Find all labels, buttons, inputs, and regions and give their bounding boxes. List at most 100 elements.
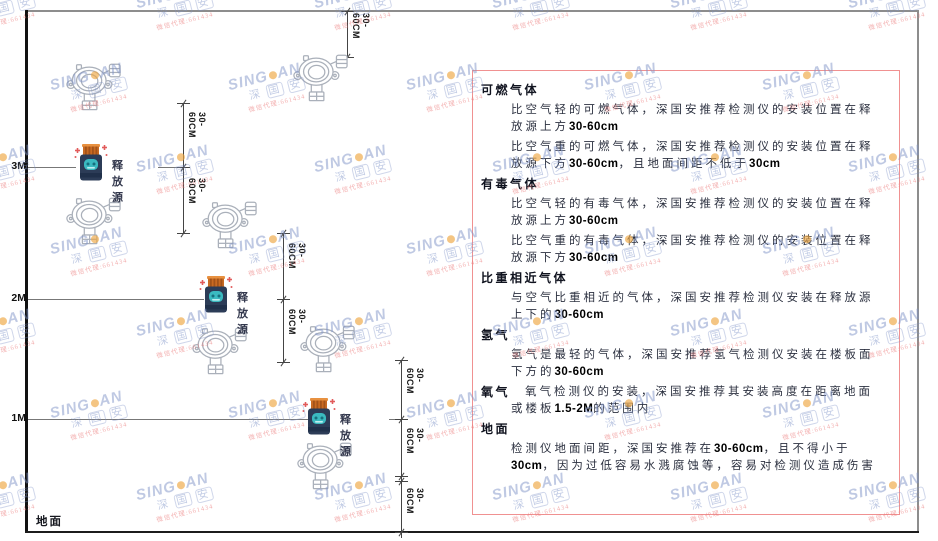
ground-label: 地面 — [36, 516, 63, 528]
panel-section: 氢气 氢气是最轻的气体，深国安推荐氢气检测仪安装在楼板面下方的30-60cm — [481, 327, 887, 381]
height-level-line — [28, 299, 204, 300]
right-frame-line — [917, 10, 919, 533]
gas-detector-icon — [291, 50, 349, 103]
watermark-agent-text: 微信代理:661434 — [155, 175, 215, 197]
watermark-dot-icon — [89, 398, 100, 409]
watermark-cn-text: 深 国 安 — [333, 156, 392, 185]
watermark-cn-text: 深 国 安 — [0, 484, 36, 513]
dimension-label: 30-60CM — [287, 309, 307, 336]
release-source-icon — [301, 397, 337, 439]
label-connector-line — [158, 167, 184, 168]
watermark-dot-icon — [175, 480, 186, 491]
release-source-icon — [73, 143, 109, 185]
watermark-agent-text: 微信代理:661434 — [0, 339, 37, 361]
release-source-label: 释放源 — [112, 160, 127, 204]
panel-section-title: 氢气 — [481, 328, 511, 342]
panel-paragraph: 比空气轻的可燃气体，深国安推荐检测仪的安装位置在释放源上方30-60cm — [511, 104, 874, 133]
watermark-cn-text: 深 国 安 — [247, 402, 306, 431]
panel-section: 氧气 氧气检测仪的安装，深国安推荐其安装高度在距离地面或楼板1.5-2M的范围内 — [481, 384, 887, 418]
panel-section: 比重相近气体与空气比重相近的气体，深国安推荐检测仪安装在释放源上下的30-60c… — [481, 270, 887, 324]
ceiling-line — [25, 10, 919, 12]
panel-paragraph: 比空气重的可燃气体，深国安推荐检测仪的安装位置在释放源下方30-60cm，且地面… — [511, 141, 874, 170]
panel-section: 有毒气体比空气轻的有毒气体，深国安推荐检测仪的安装位置在释放源上方30-60cm… — [481, 176, 887, 267]
wall-line — [25, 10, 28, 533]
watermark-dot-icon — [445, 398, 456, 409]
panel-paragraph: 比空气重的有毒气体，深国安推荐检测仪的安装位置在释放源下方30-60cm — [511, 235, 874, 264]
watermark-dot-icon — [353, 152, 364, 163]
watermark-dot-icon — [267, 398, 278, 409]
panel-section-title: 地面 — [481, 422, 511, 436]
panel-section-title: 氧气 — [481, 385, 511, 399]
watermark-agent-text: 微信代理:661434 — [333, 175, 393, 197]
watermark-cn-text: 深 国 安 — [69, 402, 128, 431]
watermark-agent-text: 微信代理:661434 — [0, 175, 37, 197]
panel-section: 地面 检测仪地面间距，深国安推荐在30-60cm，且不得小于30cm，因为过低容易… — [481, 421, 887, 475]
dimension-label: 30-60CM — [405, 428, 425, 455]
panel-paragraph: 氧气检测仪的安装，深国安推荐其安装高度在距离地面或楼板1.5-2M的范围内 — [511, 386, 873, 415]
height-marker-2m: 2M — [11, 292, 26, 304]
panel-paragraph: 与空气比重相近的气体，深国安推荐检测仪安装在释放源上下的30-60cm — [511, 292, 874, 321]
watermark-agent-text: 微信代理:661434 — [69, 421, 129, 443]
watermark-dot-icon — [175, 316, 186, 327]
release-source-label: 释放源 — [340, 414, 355, 458]
height-marker-3m: 3M — [11, 160, 26, 172]
watermark-cn-text: 深 国 安 — [0, 320, 36, 349]
watermark-agent-text: 微信代理:661434 — [155, 503, 215, 525]
panel-section-title: 比重相近气体 — [481, 271, 569, 285]
dimension-label: 30-60CM — [187, 178, 207, 205]
dimension-label: 30-60CM — [351, 13, 371, 40]
watermark-dot-icon — [445, 70, 456, 81]
gas-detector-icon — [200, 197, 258, 250]
dimension-label: 30-60CM — [405, 488, 425, 515]
dimension-line — [347, 11, 348, 57]
panel-section-title: 有毒气体 — [481, 177, 540, 191]
dimension-line — [401, 360, 402, 538]
panel-paragraph: 检测仪地面间距，深国安推荐在30-60cm，且不得小于30cm，因为过低容易水溅… — [511, 443, 876, 472]
installation-guideline-panel: 可燃气体比空气轻的可燃气体，深国安推荐检测仪的安装位置在释放源上方30-60cm… — [472, 70, 900, 515]
watermark-dot-icon — [445, 234, 456, 245]
watermark-cn-text: 深 国 安 — [155, 484, 214, 513]
watermark-dot-icon — [353, 480, 364, 491]
release-source-label: 释放源 — [237, 292, 252, 336]
dimension-label: 30-60CM — [405, 368, 425, 395]
height-level-line — [28, 419, 308, 420]
watermark-dot-icon — [267, 234, 278, 245]
height-marker-1m: 1M — [11, 412, 26, 424]
panel-paragraph: 比空气轻的有毒气体，深国安推荐检测仪的安装位置在释放源上方30-60cm — [511, 198, 874, 227]
gas-detector-icon — [298, 321, 356, 374]
ground-line — [25, 531, 919, 533]
watermark-dot-icon — [0, 316, 8, 327]
watermark-dot-icon — [175, 152, 186, 163]
release-source-icon — [198, 275, 234, 317]
dimension-label: 30-60CM — [287, 243, 307, 270]
watermark-agent-text: 微信代理:661434 — [333, 503, 393, 525]
panel-section-title: 可燃气体 — [481, 83, 540, 97]
panel-paragraph: 氢气是最轻的气体，深国安推荐氢气检测仪安装在楼板面下方的30-60cm — [511, 349, 874, 378]
watermark-dot-icon — [267, 70, 278, 81]
panel-section: 可燃气体比空气轻的可燃气体，深国安推荐检测仪的安装位置在释放源上方30-60cm… — [481, 82, 887, 173]
watermark-agent-text: 微信代理:661434 — [69, 257, 129, 279]
watermark-dot-icon — [0, 480, 8, 491]
height-level-line — [28, 167, 76, 168]
dimension-label: 30-60CM — [187, 112, 207, 139]
watermark-agent-text: 微信代理:661434 — [0, 503, 37, 525]
gas-detector-icon — [64, 59, 122, 112]
